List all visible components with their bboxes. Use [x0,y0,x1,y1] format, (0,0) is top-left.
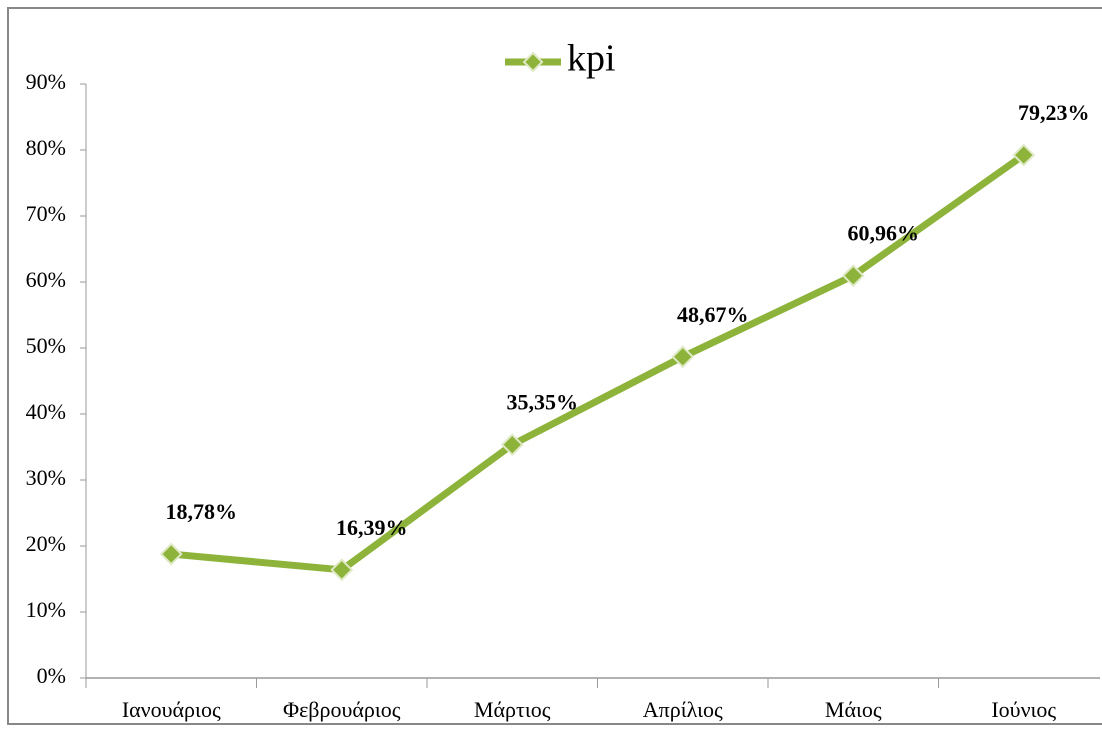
y-tick-label: 40% [26,399,66,424]
y-tick-label: 30% [26,465,66,490]
y-tick-label: 60% [26,267,66,292]
data-line [170,152,1026,574]
y-tick-label: 20% [26,531,66,556]
y-tick-label: 10% [26,597,66,622]
data-label: 60,96% [848,221,920,246]
data-label: 79,23% [1018,100,1090,125]
data-marker [159,542,183,566]
x-tick-label: Ιούνιος [991,697,1056,722]
data-marker [500,433,524,457]
x-tick-label: Φεβρουάριος [283,697,401,722]
y-tick-label: 80% [26,135,66,160]
data-label: 18,78% [166,499,238,524]
x-tick-label: Μάιος [825,697,882,722]
y-tick-label: 90% [26,69,66,94]
data-marker [1012,143,1036,167]
data-marker [330,558,354,582]
data-marker [671,345,695,369]
x-tick-label: Μάρτιος [474,697,551,722]
data-label: 48,67% [677,302,749,327]
data-marker [841,264,865,288]
y-tick-label: 70% [26,201,66,226]
y-tick-label: 50% [26,333,66,358]
x-tick-label: Ιανουάριος [122,697,221,722]
data-label: 16,39% [336,515,408,540]
legend-label: kpi [567,38,616,80]
data-label: 35,35% [507,390,579,415]
x-tick-label: Απρίλιος [643,697,723,722]
chart-frame [7,7,1102,725]
y-tick-label: 0% [37,663,66,688]
legend-marker [522,51,544,73]
